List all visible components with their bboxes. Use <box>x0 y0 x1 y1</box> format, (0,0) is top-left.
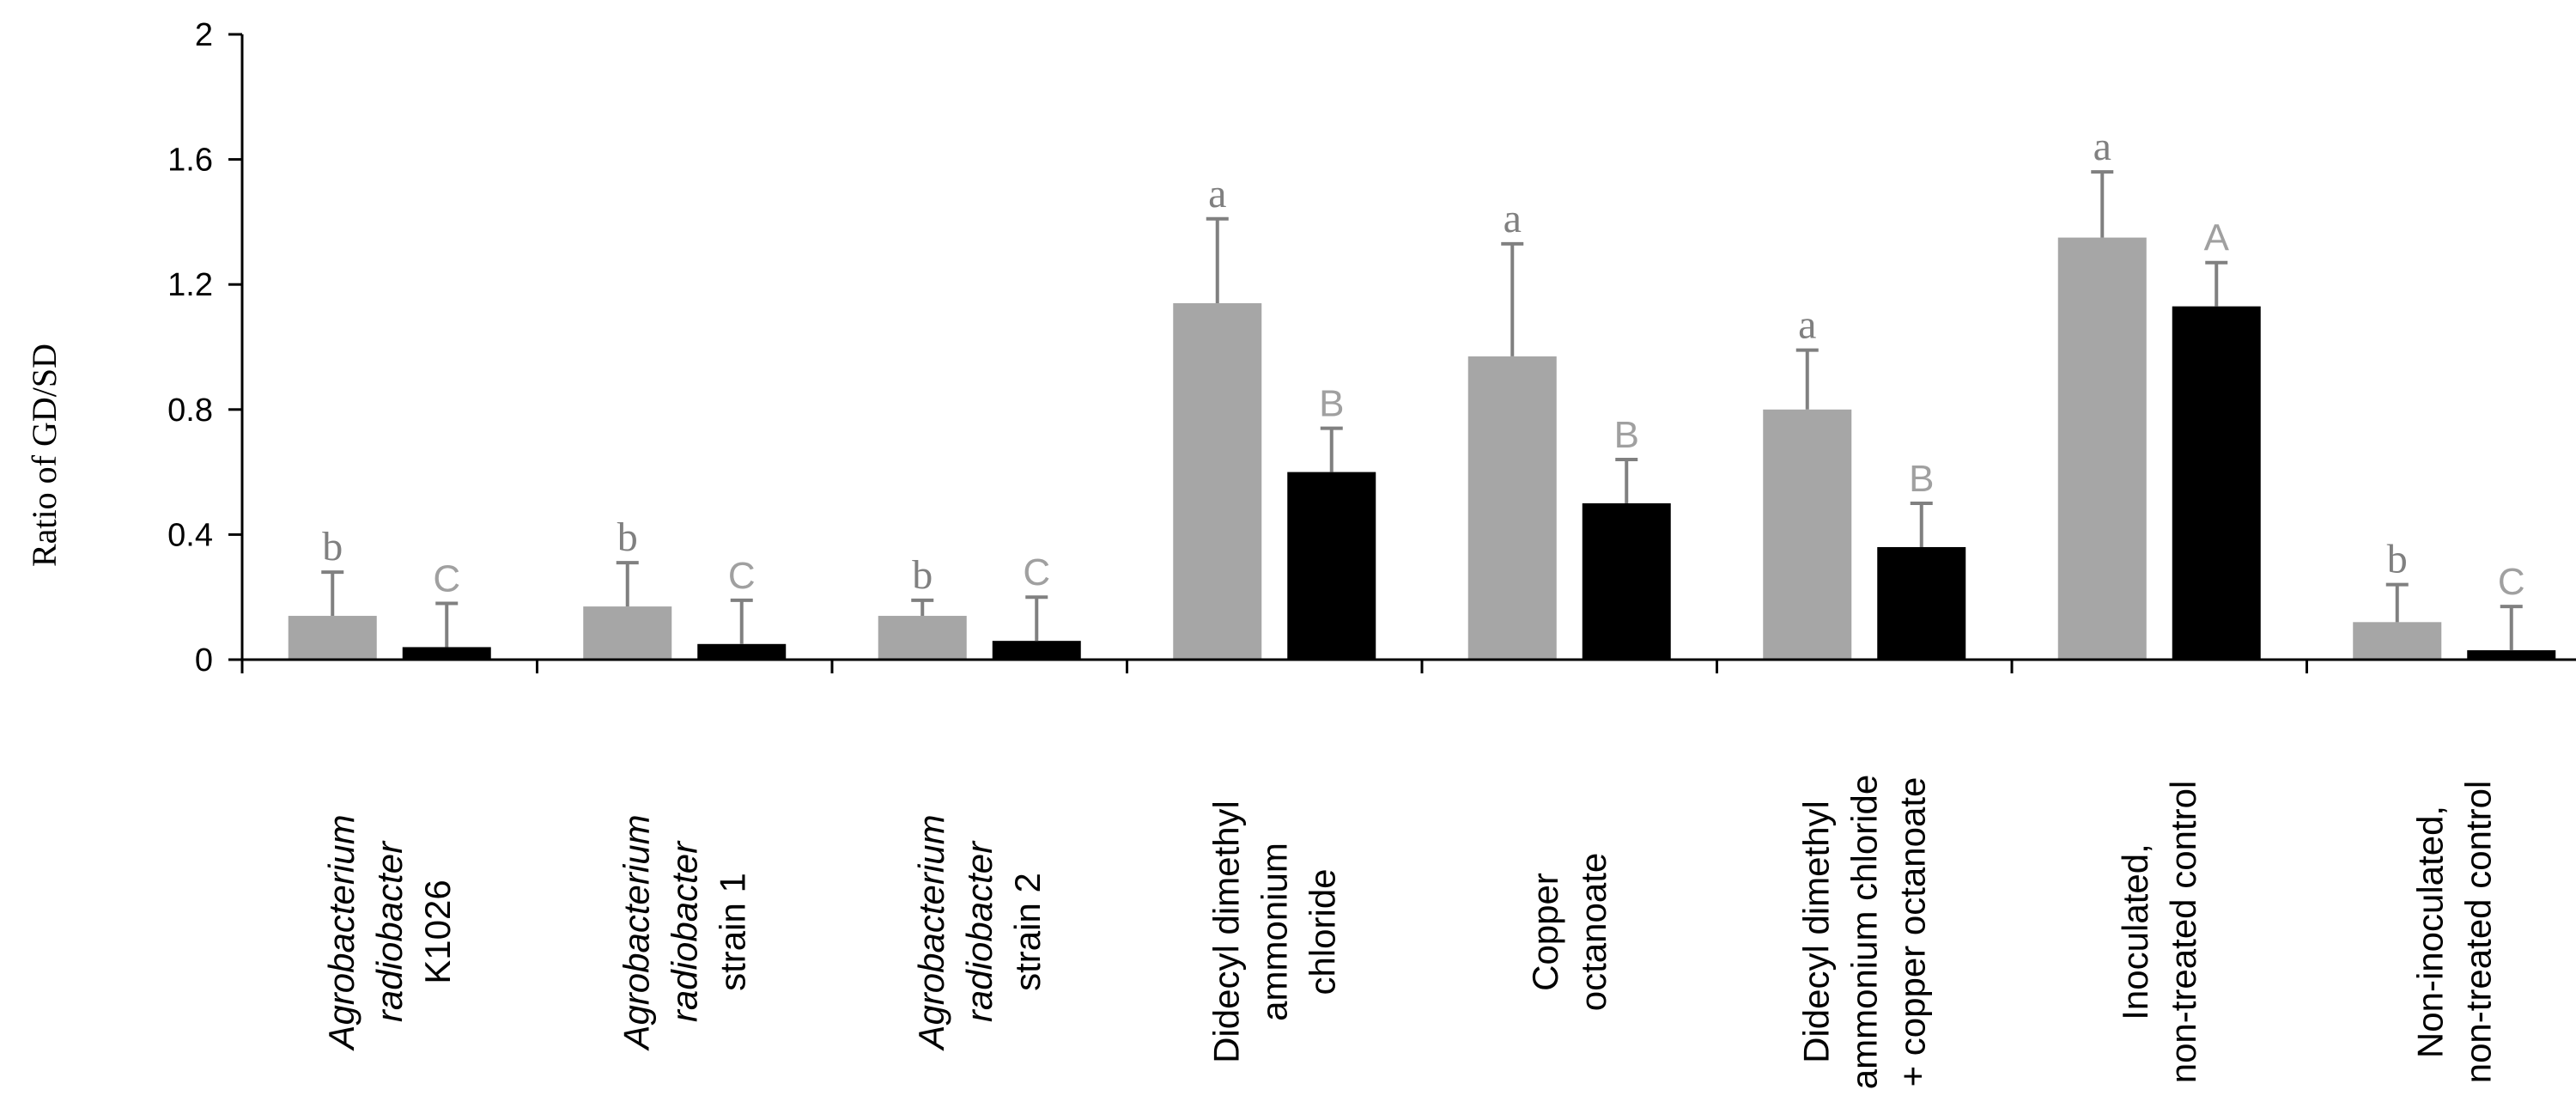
y-tick-label: 2 <box>195 17 213 53</box>
category-label-line: strain 2 <box>1007 873 1048 991</box>
category-label-line: non-treated control <box>2458 781 2498 1084</box>
y-axis: 0 0.4 0.8 1.2 1.6 2 <box>167 17 244 679</box>
category-label-line: Agrobacterium <box>616 814 656 1051</box>
category-label-line: radiobacter <box>369 840 410 1022</box>
category-label-line: non-treated control <box>2163 781 2203 1084</box>
category-label-line: octanoate <box>1573 853 1613 1012</box>
significance-letter: a <box>1504 196 1522 241</box>
bar <box>992 641 1081 660</box>
significance-letter: b <box>912 552 933 598</box>
bar <box>1467 356 1557 660</box>
significance-letter: B <box>1909 458 1934 500</box>
significance-letter: C <box>1023 551 1050 593</box>
y-axis-label: Ratio of GD/SD <box>25 344 64 567</box>
category-label-line: radiobacter <box>959 840 999 1022</box>
category-label: Didecyl dimethyl ammonium chloride <box>1206 800 1342 1063</box>
bar <box>1173 303 1262 660</box>
bar <box>1582 503 1671 660</box>
category-label-line: ammonium chloride <box>1844 775 1884 1089</box>
significance-letter: C <box>728 555 756 597</box>
y-tick-label: 1.6 <box>167 143 213 179</box>
bar <box>2057 237 2147 660</box>
y-tick-label: 1.2 <box>167 267 213 303</box>
significance-letter: C <box>2498 561 2525 603</box>
y-tick-label: 0.8 <box>167 393 213 429</box>
category-label-line: strain 1 <box>712 873 752 991</box>
significance-letter: a <box>1208 171 1226 216</box>
category-label: Non-inoculated, non-treated control <box>2409 781 2498 1084</box>
category-label: Inoculated, non-treated control <box>2115 781 2203 1084</box>
category-label-line: Didecyl dimethyl <box>1795 800 1836 1063</box>
y-tick-label: 0.4 <box>167 517 213 553</box>
significance-letter: a <box>2093 124 2111 169</box>
category-label: Agrobacterium radiobacter strain 1 <box>616 814 752 1051</box>
category-labels: Agrobacterium radiobacter K1026 Agrobacteri… <box>321 775 2499 1089</box>
significance-letter: b <box>322 524 343 569</box>
category-label-line: radiobacter <box>664 840 704 1022</box>
significance-letter: A <box>2204 217 2230 259</box>
category-label-line: + copper octanoate <box>1892 777 1932 1087</box>
bar <box>1877 546 1966 660</box>
category-label: Agrobacterium radiobacter K1026 <box>321 814 458 1051</box>
category-label-line: Copper <box>1525 873 1565 991</box>
significance-letter: C <box>433 557 460 600</box>
category-label-line: Inoculated, <box>2115 843 2155 1020</box>
significance-letter: b <box>617 514 638 560</box>
category-label-line: K1026 <box>417 880 458 983</box>
significance-letter: B <box>1614 414 1639 456</box>
bar <box>2353 622 2442 660</box>
category-label-line: ammonium <box>1254 843 1294 1021</box>
category-label: Didecyl dimethyl ammonium chloride + coppe… <box>1795 775 1932 1089</box>
bar <box>288 616 377 660</box>
category-label: Copper octanoate <box>1525 853 1613 1012</box>
bars: b Cb C b Ca Ba Ba Ba Ab C <box>288 124 2556 660</box>
bar <box>697 643 787 660</box>
bar <box>2467 650 2556 660</box>
bar <box>402 647 491 660</box>
category-label: Agrobacterium radiobacter strain 2 <box>911 814 1048 1051</box>
x-axis <box>240 658 2576 673</box>
y-tick-label: 0 <box>195 642 213 679</box>
bar <box>878 616 967 660</box>
bar <box>2172 306 2261 660</box>
bar <box>1287 472 1376 660</box>
significance-letter: b <box>2387 537 2408 582</box>
category-label-line: Agrobacterium <box>321 814 361 1051</box>
category-label-line: chloride <box>1302 868 1342 995</box>
bar <box>1763 409 1852 660</box>
significance-letter: a <box>1798 302 1816 348</box>
bar <box>583 606 672 660</box>
significance-letter: B <box>1319 383 1344 425</box>
category-label-line: Didecyl dimethyl <box>1206 800 1246 1063</box>
category-label-line: Agrobacterium <box>911 814 951 1051</box>
category-label-line: Non-inoculated, <box>2409 806 2450 1058</box>
